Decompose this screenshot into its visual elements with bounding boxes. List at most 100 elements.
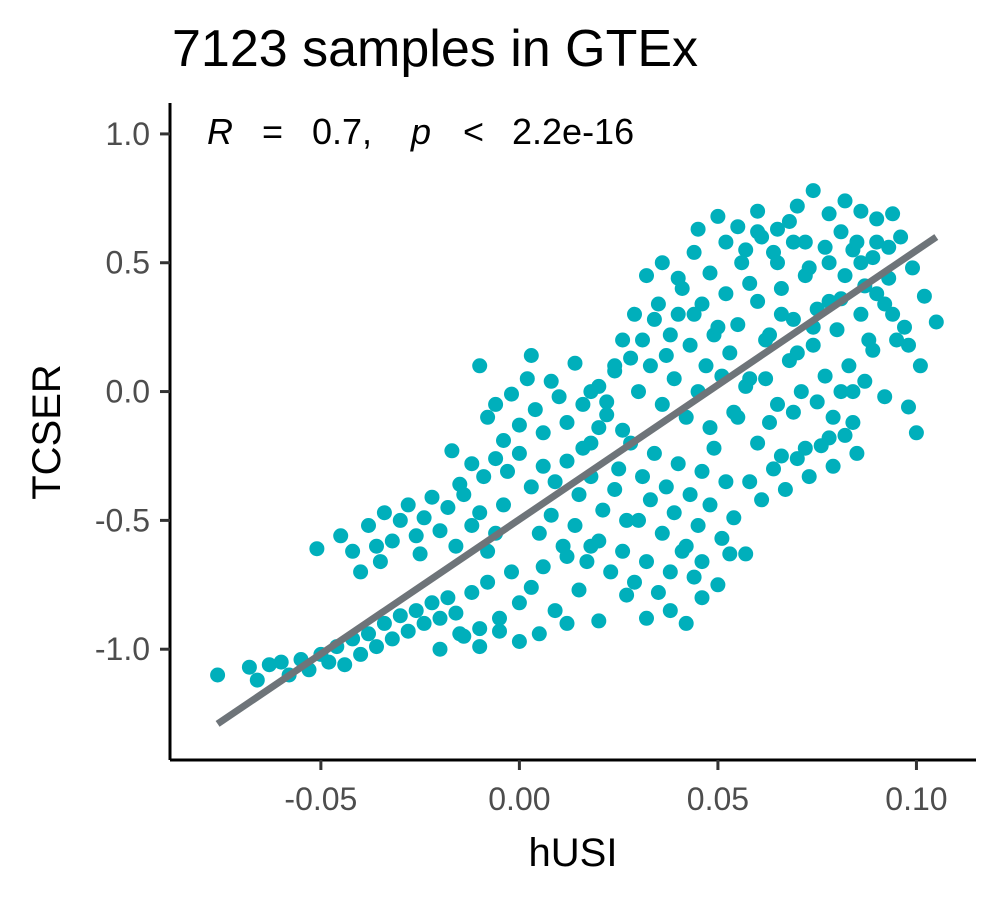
data-point bbox=[369, 639, 384, 655]
data-point bbox=[440, 590, 456, 606]
data-point bbox=[642, 492, 658, 508]
data-point bbox=[511, 417, 527, 433]
data-point bbox=[837, 268, 853, 284]
data-point bbox=[662, 603, 678, 619]
data-point bbox=[492, 610, 507, 626]
data-point bbox=[527, 402, 543, 418]
data-point bbox=[472, 505, 488, 521]
data-point bbox=[773, 281, 789, 296]
y-tick-label: 1.0 bbox=[106, 116, 150, 152]
y-tick-label: -0.5 bbox=[95, 502, 150, 538]
data-point bbox=[646, 445, 662, 461]
data-point bbox=[654, 396, 670, 412]
data-point bbox=[654, 525, 670, 541]
data-point bbox=[662, 564, 678, 580]
data-point bbox=[547, 603, 563, 619]
data-point bbox=[789, 198, 805, 214]
data-point bbox=[785, 234, 801, 250]
data-point bbox=[742, 371, 758, 387]
annotation-p-symbol: p bbox=[410, 111, 431, 152]
data-point bbox=[750, 293, 766, 309]
annotation-r-value: 0.7, bbox=[312, 111, 372, 152]
data-point bbox=[535, 425, 551, 441]
annotation-p-value: 2.2e-16 bbox=[512, 111, 634, 152]
data-point bbox=[718, 286, 734, 302]
data-point bbox=[770, 396, 785, 412]
annotation-p-less-than: < bbox=[463, 111, 484, 152]
data-point bbox=[833, 384, 849, 400]
data-point bbox=[754, 492, 770, 508]
y-tick-label: 0.0 bbox=[106, 374, 150, 410]
data-point bbox=[448, 538, 464, 554]
data-point bbox=[853, 306, 869, 322]
data-point bbox=[511, 595, 527, 611]
data-point bbox=[392, 512, 408, 528]
data-point bbox=[321, 654, 337, 670]
y-axis-title: TCSER bbox=[25, 364, 69, 500]
data-point bbox=[670, 456, 686, 472]
data-point bbox=[412, 546, 428, 562]
data-point bbox=[678, 409, 694, 425]
data-point bbox=[881, 239, 897, 255]
data-point bbox=[543, 373, 559, 389]
data-point bbox=[432, 641, 448, 657]
data-point bbox=[547, 474, 563, 490]
data-point bbox=[865, 250, 881, 266]
data-point bbox=[210, 667, 226, 683]
data-point bbox=[797, 440, 813, 456]
data-point bbox=[261, 657, 277, 673]
data-point bbox=[464, 585, 480, 600]
data-point bbox=[869, 211, 885, 227]
data-point bbox=[531, 626, 547, 642]
data-point bbox=[901, 337, 916, 353]
data-point bbox=[631, 512, 646, 528]
data-point bbox=[897, 319, 912, 335]
data-point bbox=[424, 595, 440, 611]
data-point bbox=[619, 512, 635, 528]
data-point bbox=[639, 610, 654, 626]
data-point bbox=[674, 281, 690, 296]
data-point bbox=[658, 348, 674, 363]
data-point bbox=[607, 482, 623, 497]
data-point bbox=[710, 208, 726, 224]
data-point bbox=[801, 469, 817, 485]
data-point bbox=[797, 234, 813, 250]
data-point bbox=[619, 587, 635, 603]
data-point bbox=[730, 317, 746, 333]
data-point bbox=[861, 332, 877, 348]
regression-line bbox=[215, 234, 939, 727]
data-point bbox=[384, 533, 400, 549]
correlation-annotation: R = 0.7, p < 2.2e-16 bbox=[207, 111, 634, 152]
data-point bbox=[678, 615, 694, 631]
data-point bbox=[369, 538, 384, 554]
data-point bbox=[639, 268, 654, 284]
data-point bbox=[793, 384, 809, 400]
regression-line-layer bbox=[215, 234, 939, 727]
data-point bbox=[627, 306, 642, 322]
data-point bbox=[885, 306, 901, 322]
data-point bbox=[642, 358, 658, 374]
data-point bbox=[885, 206, 901, 222]
data-point bbox=[686, 306, 702, 322]
y-tick-label: 0.5 bbox=[106, 245, 150, 281]
data-point bbox=[770, 221, 785, 237]
data-point bbox=[591, 613, 607, 629]
points-layer bbox=[210, 183, 944, 688]
data-point bbox=[361, 626, 376, 642]
data-point bbox=[345, 543, 361, 559]
data-point bbox=[607, 358, 623, 374]
data-point bbox=[241, 659, 257, 675]
data-point bbox=[742, 275, 758, 291]
data-point bbox=[372, 554, 388, 570]
data-point bbox=[635, 469, 650, 485]
data-point bbox=[615, 543, 631, 559]
data-point bbox=[535, 458, 551, 474]
data-point bbox=[928, 314, 944, 330]
data-point bbox=[504, 564, 519, 580]
data-point bbox=[523, 479, 539, 495]
data-point bbox=[817, 239, 833, 255]
data-point bbox=[825, 409, 841, 425]
data-point bbox=[432, 523, 448, 539]
x-ticks: -0.05 0.00 0.05 0.10 bbox=[284, 760, 948, 817]
